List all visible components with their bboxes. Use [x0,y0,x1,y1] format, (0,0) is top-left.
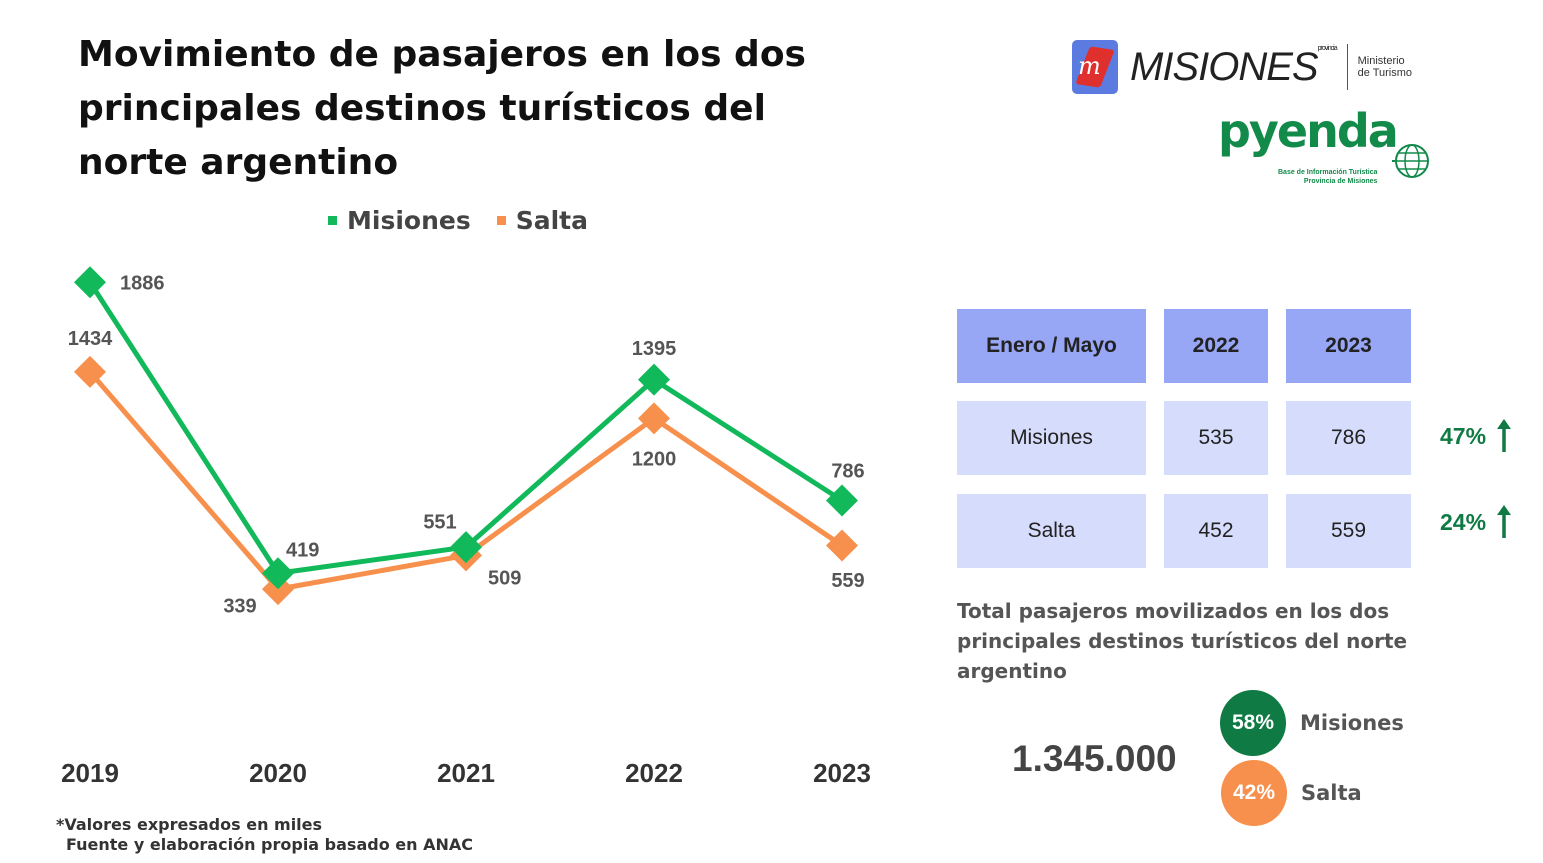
data-point-misiones-2021 [450,531,482,564]
share-salta-circle: 42% [1221,760,1287,826]
pyenda-logo: pyenda Base de Información Turística Pro… [1216,104,1432,190]
data-point-salta-2022 [638,402,670,435]
total-description: Total pasajeros movilizados en los dos p… [957,599,1408,683]
globe-icon [1392,144,1429,178]
share-salta: 42% Salta [1221,760,1362,826]
data-point-misiones-2020 [262,557,294,590]
share-salta-label: Salta [1301,781,1362,805]
line-chart: 1886 419 551 1395 786 1434 339 509 1200 559 2019 20… [61,266,871,788]
chart-legend: Misiones Salta [328,206,588,235]
legend-swatch-misiones [328,216,337,225]
data-label-salta-2021: 509 [488,568,521,590]
legend-label-misiones: Misiones [347,206,471,235]
change-salta-value: 24% [1440,508,1487,535]
footnote-unit: *Valores expresados en miles [56,815,323,834]
share-misiones-label: Misiones [1300,711,1404,735]
data-label-misiones-2022: 1395 [632,338,677,360]
data-label-misiones-2020: 419 [286,540,319,562]
x-tick-label-2021: 2021 [437,758,495,788]
table-cell-misiones-2023: 786 [1286,401,1411,475]
data-point-salta-2023 [826,529,858,562]
table-cell-salta-2023: 559 [1286,494,1411,568]
up-arrow-icon [1497,505,1512,538]
share-misiones-circle: 58% [1220,690,1286,756]
misiones-badge-icon: m [1072,40,1118,94]
table-cell-salta-2022: 452 [1164,494,1268,568]
change-salta: 24% [1440,504,1512,540]
share-misiones: 58% Misiones [1220,690,1404,756]
table-header-period: Enero / Mayo [957,309,1146,383]
x-tick-label-2022: 2022 [625,758,683,788]
data-label-misiones-2021: 551 [423,511,456,533]
table-header-2023: 2023 [1286,309,1411,383]
legend-swatch-salta [496,216,506,225]
legend-label-salta: Salta [515,206,588,235]
data-label-salta-2022: 1200 [632,449,677,471]
change-misiones-value: 47% [1440,422,1487,449]
x-tick-label-2019: 2019 [61,758,119,788]
legend-item-salta: Salta [496,206,588,235]
data-point-misiones-2023 [826,484,858,517]
change-misiones: 47% [1440,418,1512,454]
ministerio-label: Ministerio de Turismo [1357,55,1413,79]
table-cell-misiones-name: Misiones [957,401,1146,475]
data-label-misiones-2019: 1886 [120,272,165,294]
data-label-salta-2019: 1434 [68,328,113,350]
series-line-misiones [87,280,844,576]
misiones-logo-word: MISIONESprovincia [1130,44,1338,89]
misiones-logo-super: provincia [1317,44,1338,52]
table-header-2022: 2022 [1164,309,1268,383]
data-point-salta-2019 [74,355,106,388]
up-arrow-icon [1497,419,1512,452]
page-title: Movimiento de pasajeros en los dos princ… [78,34,806,183]
logo-divider [1346,44,1348,90]
x-tick-label-2020: 2020 [249,758,307,788]
x-tick-label-2023: 2023 [813,758,871,788]
pyenda-logo-word: pyenda [1218,104,1399,158]
data-label-salta-2023: 559 [831,570,864,592]
table-cell-salta-name: Salta [957,494,1146,568]
data-point-misiones-2022 [638,363,670,396]
pyenda-logo-subtitle: Base de Información Turística Provincia … [1278,169,1378,185]
data-point-misiones-2019 [74,266,106,299]
data-label-misiones-2023: 786 [831,461,864,483]
legend-item-misiones: Misiones [328,206,471,235]
table-cell-misiones-2022: 535 [1164,401,1268,475]
footnote-source: Fuente y elaboración propia basado en AN… [66,835,473,854]
misiones-logo: m MISIONESprovincia Ministerio de Turism… [1072,40,1412,94]
data-label-salta-2020: 339 [223,595,256,617]
footnote: *Valores expresados en miles Fuente y el… [56,815,473,855]
total-value: 1.345.000 [1012,738,1177,779]
